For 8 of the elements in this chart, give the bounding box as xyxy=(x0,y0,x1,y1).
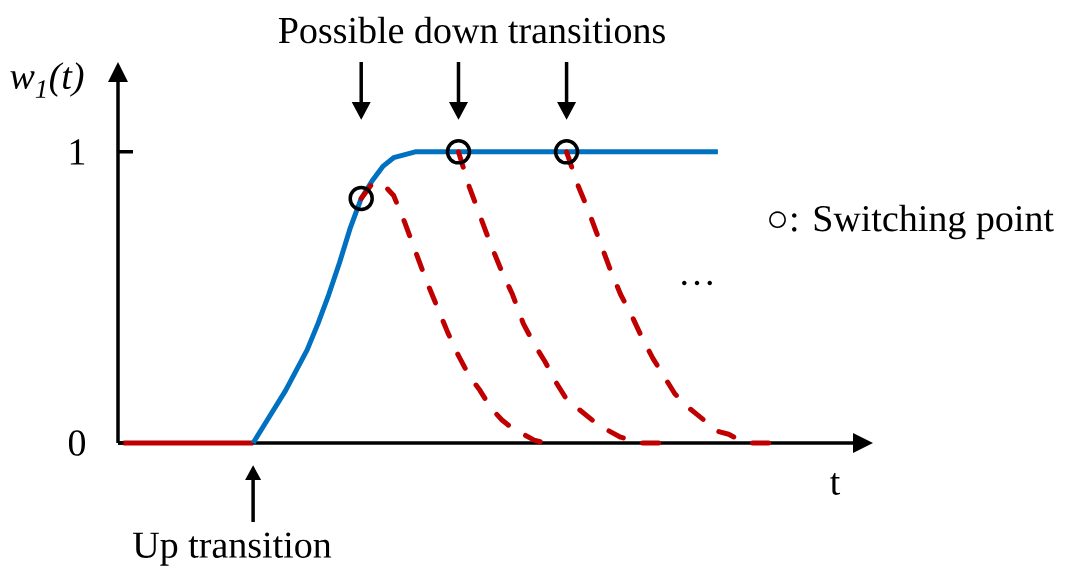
annotation: … xyxy=(682,280,712,286)
y-tick-label: 0 xyxy=(68,430,86,456)
y-axis-title: w$_{1}$(t) xyxy=(10,62,84,98)
text: Possible down transitions xyxy=(278,16,665,44)
text: Up transition xyxy=(133,532,332,566)
y-tick-label: 1 xyxy=(70,139,85,165)
x-axis-title: t xyxy=(830,473,841,495)
annotation: ○: Switching point xyxy=(769,204,1054,240)
